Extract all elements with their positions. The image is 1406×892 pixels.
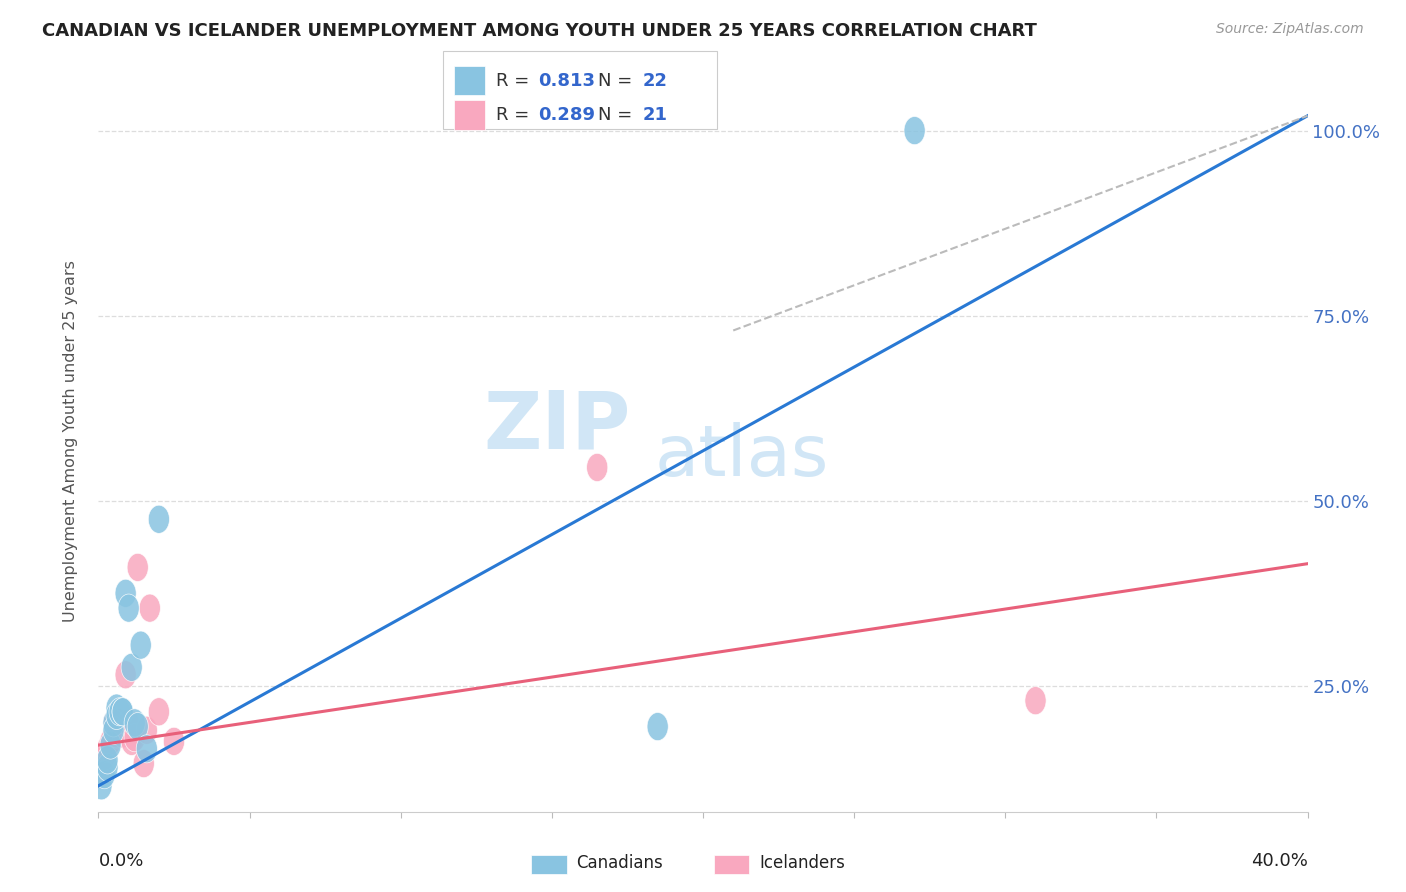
Text: R =: R = [496,71,536,90]
Text: Canadians: Canadians [576,854,664,871]
Ellipse shape [112,698,134,726]
Ellipse shape [118,709,139,737]
Ellipse shape [103,709,124,737]
Text: 21: 21 [643,106,668,124]
Ellipse shape [91,772,112,800]
Ellipse shape [124,723,145,752]
Ellipse shape [115,661,136,689]
Text: Source: ZipAtlas.com: Source: ZipAtlas.com [1216,22,1364,37]
Ellipse shape [136,716,157,744]
Text: 0.813: 0.813 [538,71,596,90]
Text: 40.0%: 40.0% [1251,853,1308,871]
Ellipse shape [105,694,127,723]
Text: 0.0%: 0.0% [98,853,143,871]
Ellipse shape [163,727,184,756]
Ellipse shape [148,505,170,533]
Ellipse shape [110,698,131,726]
Y-axis label: Unemployment Among Youth under 25 years: Unemployment Among Youth under 25 years [63,260,77,623]
Text: CANADIAN VS ICELANDER UNEMPLOYMENT AMONG YOUTH UNDER 25 YEARS CORRELATION CHART: CANADIAN VS ICELANDER UNEMPLOYMENT AMONG… [42,22,1038,40]
Ellipse shape [1025,687,1046,714]
Ellipse shape [139,594,160,623]
Ellipse shape [127,553,148,582]
Ellipse shape [105,701,127,730]
Ellipse shape [586,453,607,482]
Ellipse shape [131,631,152,659]
Text: atlas: atlas [655,422,830,491]
Ellipse shape [103,716,124,744]
Ellipse shape [136,735,157,763]
Ellipse shape [97,746,118,774]
Ellipse shape [91,761,112,789]
Ellipse shape [94,742,115,771]
Ellipse shape [94,761,115,789]
Text: ZIP: ZIP [484,388,630,466]
Ellipse shape [118,594,139,623]
Ellipse shape [105,709,127,737]
Text: N =: N = [598,71,637,90]
Text: 22: 22 [643,71,668,90]
Ellipse shape [110,709,131,737]
Ellipse shape [97,753,118,781]
Ellipse shape [105,720,127,748]
Ellipse shape [121,727,142,756]
Ellipse shape [100,727,121,756]
Ellipse shape [103,709,124,737]
Ellipse shape [904,117,925,145]
Ellipse shape [647,713,668,740]
Text: R =: R = [496,106,536,124]
Ellipse shape [134,749,155,778]
Ellipse shape [121,653,142,681]
Ellipse shape [97,735,118,763]
Ellipse shape [112,698,134,726]
Ellipse shape [115,579,136,607]
Ellipse shape [127,713,148,740]
Text: Icelanders: Icelanders [759,854,845,871]
Ellipse shape [148,698,170,726]
Ellipse shape [124,709,145,737]
Text: 0.289: 0.289 [538,106,596,124]
Text: N =: N = [598,106,637,124]
Ellipse shape [100,731,121,759]
Ellipse shape [112,720,134,748]
